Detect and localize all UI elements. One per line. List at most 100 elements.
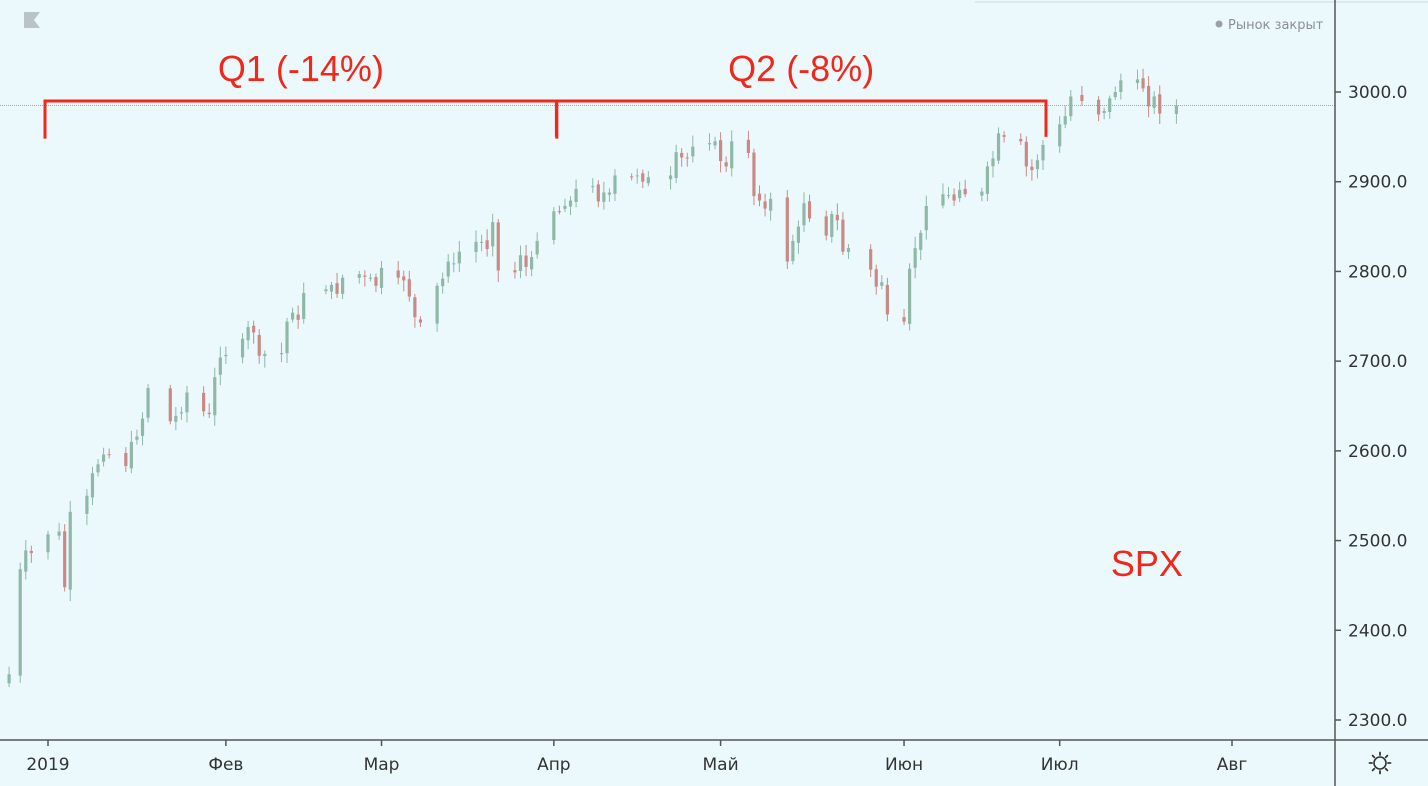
candle — [730, 130, 734, 177]
candle — [57, 522, 61, 540]
candle — [124, 447, 128, 472]
x-tick: Июн — [885, 740, 923, 775]
candle-body — [757, 193, 762, 201]
candle — [185, 385, 189, 423]
candle-body — [980, 191, 984, 196]
candle-body — [691, 146, 695, 157]
candle-body — [363, 275, 367, 277]
candle-body — [563, 205, 567, 209]
x-tick-label: Фев — [208, 755, 243, 775]
candle-body — [46, 534, 50, 553]
candle-body — [719, 140, 723, 162]
candle-body — [1030, 166, 1034, 171]
candle — [707, 133, 712, 151]
candle — [880, 275, 884, 290]
candle — [635, 168, 639, 184]
candle — [996, 127, 1001, 165]
candle — [763, 193, 767, 217]
candle — [24, 539, 28, 580]
candle-body — [1102, 110, 1106, 114]
candle-body — [1174, 105, 1179, 114]
candle-body — [140, 418, 145, 436]
candle — [1135, 69, 1140, 90]
candle — [685, 152, 689, 167]
candle — [563, 198, 567, 212]
candle-body — [607, 192, 612, 195]
candle — [674, 144, 678, 184]
candle-body — [924, 205, 928, 231]
candle-body — [952, 194, 956, 201]
candle — [513, 261, 517, 279]
candle — [552, 207, 556, 245]
candle — [341, 274, 345, 300]
flag-logo-icon[interactable] — [24, 12, 40, 28]
candle-body — [396, 270, 400, 278]
candle — [407, 270, 411, 302]
candle-body — [518, 255, 523, 271]
y-tick: 2800.0 — [1335, 262, 1407, 282]
candle — [1030, 159, 1034, 181]
candle — [179, 406, 184, 421]
candle-body — [24, 550, 28, 572]
candle — [574, 179, 578, 208]
candle — [290, 307, 295, 323]
candle — [963, 179, 967, 198]
y-tick-label: 2600.0 — [1348, 442, 1407, 462]
candle-body — [713, 141, 717, 146]
candle-body — [263, 353, 267, 357]
candle-body — [557, 211, 561, 213]
x-tick: Июл — [1041, 740, 1079, 775]
candle-body — [68, 511, 72, 590]
candle — [1102, 107, 1106, 120]
candle — [924, 195, 928, 240]
candle — [1063, 105, 1067, 129]
candle — [946, 186, 951, 199]
candle — [630, 173, 634, 181]
x-axis[interactable]: 2019 Фев Мар Апр Май Июн Июл Авг — [26, 740, 1247, 775]
market-status: Рынок закрыт — [1215, 18, 1324, 33]
y-tick: 2400.0 — [1335, 621, 1407, 641]
candle-body — [685, 157, 689, 159]
candle-body — [724, 162, 728, 167]
y-tick: 3000.0 — [1335, 83, 1407, 103]
candle — [485, 229, 489, 257]
candle-body — [379, 267, 384, 288]
candle-body — [1152, 96, 1156, 108]
y-axis[interactable]: 2300.0 2400.0 2500.0 2600.0 2700.0 2800.… — [1335, 83, 1407, 731]
candle-body — [179, 412, 184, 414]
y-tick: 2900.0 — [1335, 173, 1407, 193]
spx-label: SPX — [1111, 543, 1183, 584]
candle-body — [124, 452, 128, 467]
candle — [524, 244, 528, 277]
candle — [1024, 136, 1028, 177]
x-tick: Мар — [364, 740, 400, 775]
candle — [418, 316, 423, 327]
candle-body — [1096, 99, 1101, 115]
candle — [18, 562, 22, 683]
candle — [1002, 131, 1006, 143]
candle — [668, 166, 673, 190]
gear-icon[interactable] — [1368, 751, 1392, 775]
candle-body — [224, 354, 228, 357]
market-status-text: Рынок закрыт — [1228, 18, 1324, 33]
candle-body — [552, 211, 556, 240]
candle-body — [902, 317, 906, 322]
candle-body — [240, 338, 245, 358]
candle — [479, 234, 484, 252]
candle-body — [329, 284, 334, 292]
candle — [802, 192, 806, 232]
candle — [691, 135, 695, 163]
candle — [357, 270, 361, 284]
candle — [746, 130, 750, 159]
candle — [29, 545, 33, 563]
candle — [402, 270, 406, 292]
candle-body — [90, 473, 95, 498]
candle-body — [1019, 138, 1023, 142]
candle-body — [824, 216, 828, 236]
candle — [1152, 91, 1156, 114]
candle-body — [435, 285, 439, 324]
candle-body — [535, 240, 539, 255]
x-tick-label: Мар — [364, 755, 400, 775]
candle — [135, 429, 139, 445]
